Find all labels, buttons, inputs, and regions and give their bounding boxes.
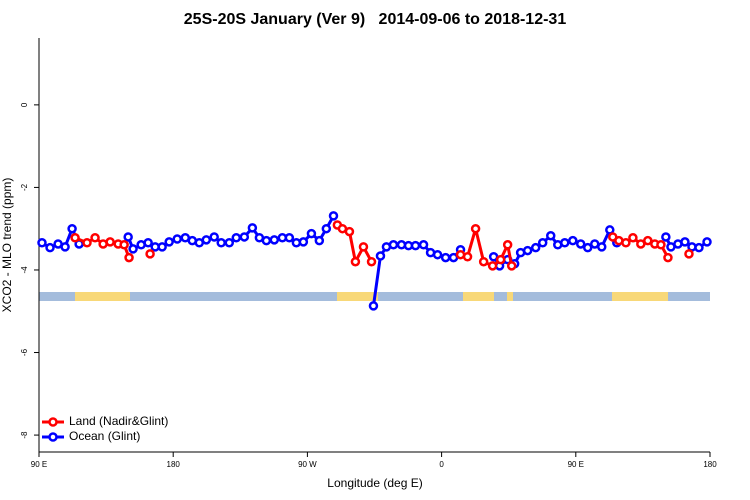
y-tick-label: 0	[20, 102, 29, 107]
land-strip	[507, 292, 513, 301]
chart-title: 25S-20S January (Ver 9) 2014-09-06 to 20…	[184, 11, 567, 28]
point	[269, 235, 280, 245]
land-strip	[337, 292, 378, 301]
point	[350, 256, 361, 267]
point	[537, 237, 548, 248]
x-tick-label: 180	[167, 460, 181, 469]
point	[224, 237, 235, 248]
land-strip	[612, 292, 668, 301]
x-tick-label: 90 W	[298, 460, 317, 469]
point	[143, 237, 153, 248]
point	[495, 254, 506, 265]
x-tick-label: 90 E	[568, 460, 584, 469]
point	[37, 237, 47, 248]
point	[119, 240, 129, 250]
point	[684, 249, 694, 259]
point	[368, 301, 379, 311]
point	[239, 232, 250, 242]
point	[67, 223, 77, 234]
point	[314, 235, 325, 246]
point	[643, 235, 653, 246]
point	[560, 237, 570, 248]
point	[90, 233, 100, 243]
x-tick-label: 180	[703, 460, 717, 469]
point	[366, 256, 377, 267]
point	[284, 233, 295, 243]
land-strip	[75, 292, 130, 301]
x-axis-label: Longitude (deg E)	[327, 476, 422, 490]
y-tick-label: -2	[20, 183, 29, 191]
point	[487, 261, 498, 271]
point	[410, 240, 421, 251]
land-strip	[463, 292, 494, 301]
legend-marker	[48, 417, 58, 427]
point	[128, 244, 138, 254]
point	[358, 242, 369, 252]
legend-label: Land (Nadir&Glint)	[69, 414, 168, 428]
point	[582, 242, 593, 253]
point	[568, 235, 578, 246]
point	[145, 249, 155, 259]
point	[502, 240, 513, 250]
point	[157, 242, 167, 252]
point	[522, 245, 533, 256]
point	[82, 237, 92, 248]
point	[60, 242, 70, 252]
point	[344, 226, 355, 237]
point	[123, 232, 133, 242]
point	[506, 261, 517, 271]
point	[680, 237, 690, 247]
y-tick-label: -8	[20, 431, 29, 439]
y-axis-label: XCO2 - MLO trend (ppm)	[0, 178, 14, 313]
point	[164, 237, 174, 247]
point	[628, 233, 638, 243]
point	[656, 240, 666, 250]
point	[209, 232, 219, 242]
point	[663, 252, 673, 263]
legend-label: Ocean (Glint)	[69, 429, 140, 443]
point	[530, 242, 541, 253]
point	[247, 223, 258, 233]
point	[321, 223, 332, 234]
point	[462, 252, 473, 262]
point	[261, 235, 272, 246]
y-tick-label: -4	[20, 266, 29, 274]
point	[636, 239, 646, 249]
y-tick-label: -6	[20, 348, 29, 356]
point	[328, 211, 339, 221]
point	[124, 252, 134, 263]
point	[298, 237, 309, 247]
point	[201, 235, 212, 245]
point	[694, 242, 704, 253]
point	[231, 233, 242, 243]
point	[432, 249, 443, 260]
point	[440, 252, 451, 263]
point	[478, 256, 489, 267]
point	[575, 239, 586, 249]
point	[470, 223, 481, 234]
point	[545, 230, 556, 241]
legend-marker	[48, 432, 58, 442]
point	[70, 233, 80, 243]
point	[105, 237, 115, 247]
point	[596, 242, 607, 252]
x-tick-label: 0	[439, 460, 444, 469]
point	[375, 251, 386, 261]
point	[45, 242, 55, 253]
point	[172, 234, 182, 244]
point	[216, 237, 226, 248]
point	[306, 228, 317, 239]
point	[702, 237, 712, 247]
point	[388, 240, 399, 250]
point	[418, 240, 429, 250]
point	[661, 232, 671, 242]
x-tick-label: 90 E	[31, 460, 47, 469]
point	[621, 237, 631, 248]
